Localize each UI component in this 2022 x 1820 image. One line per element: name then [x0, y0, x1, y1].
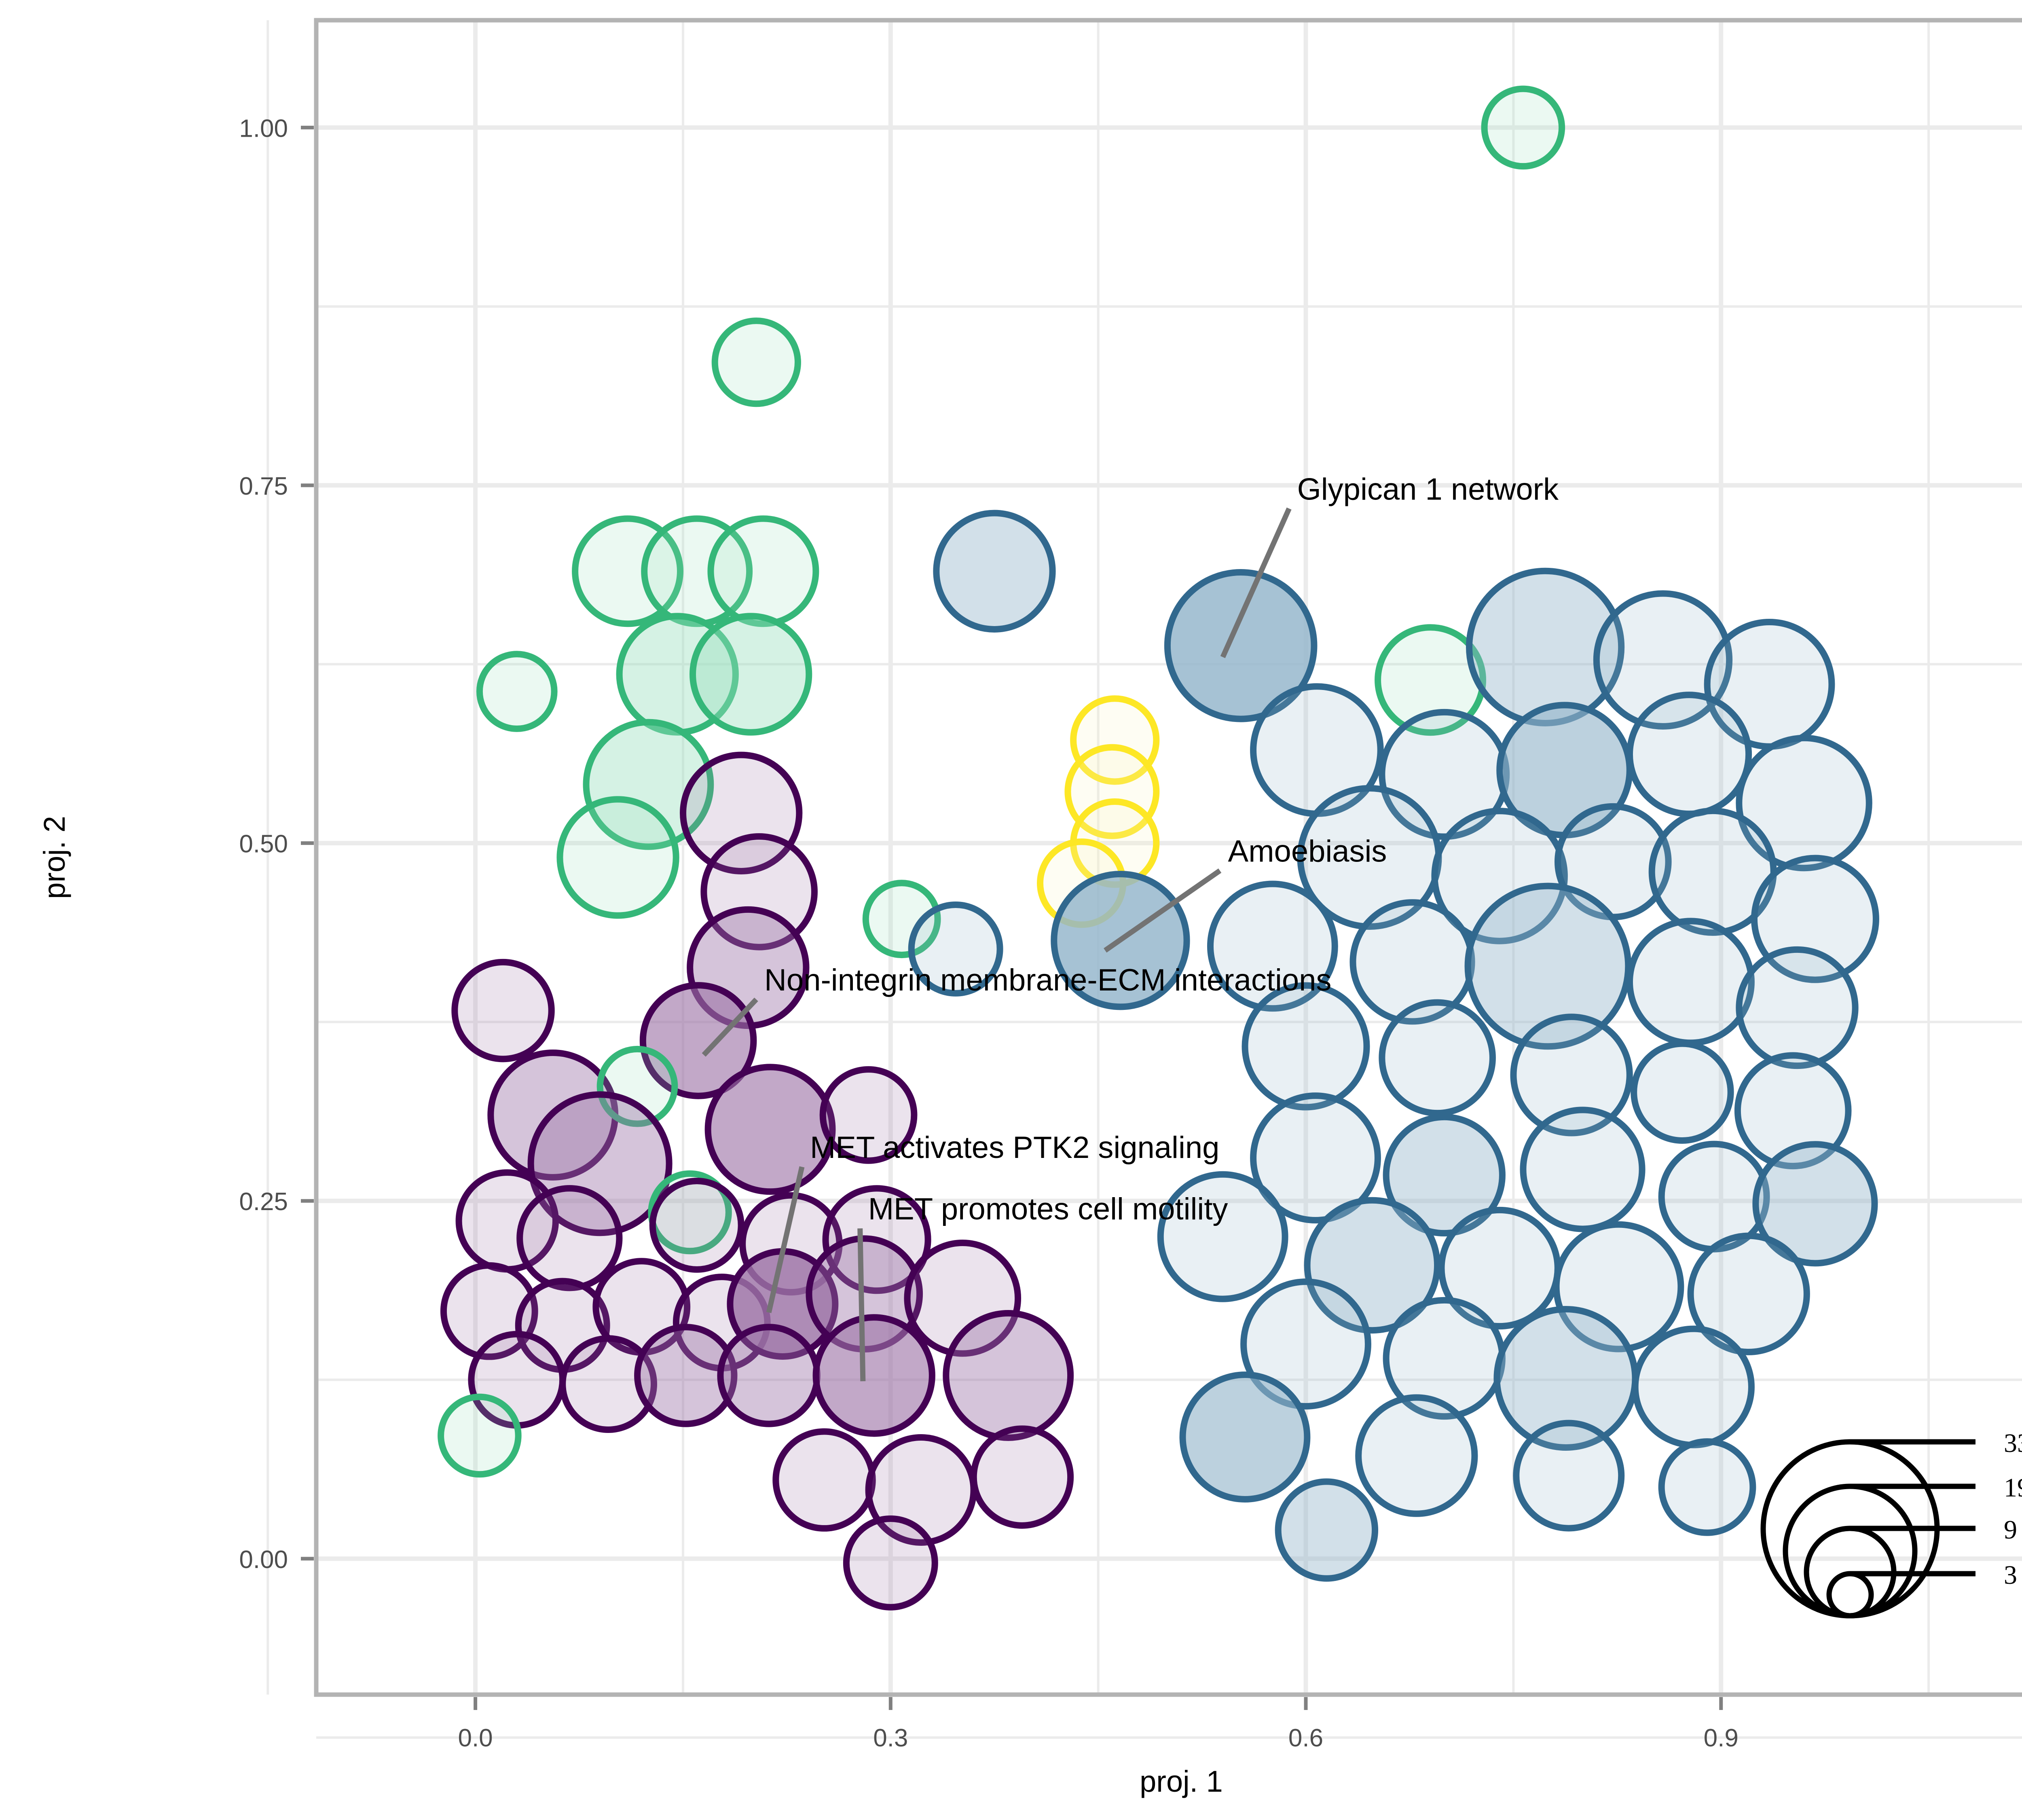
- data-point: [556, 796, 679, 919]
- x-tick-label: 0.0: [458, 1724, 493, 1752]
- data-point: [1481, 85, 1565, 170]
- data-point: [476, 651, 558, 732]
- point-annotations: Glypican 1 network Amoebiasis Non-integrin…: [702, 472, 1559, 1382]
- data-point: [1275, 1478, 1379, 1582]
- data-point: [819, 1066, 918, 1164]
- data-point: [1242, 982, 1370, 1111]
- size-legend-item: 3: [1826, 1560, 2017, 1619]
- data-point: [583, 719, 714, 850]
- data-point: [812, 1314, 935, 1437]
- x-axis-title: proj. 1: [1140, 1765, 1223, 1798]
- data-point: [1070, 695, 1160, 785]
- data-point: [1240, 1278, 1371, 1409]
- data-point: [1626, 918, 1755, 1046]
- data-point: [1734, 1052, 1852, 1170]
- data-point: [943, 1310, 1074, 1441]
- size-legend-label: 3: [2004, 1560, 2017, 1590]
- annotation-label: Glypican 1 network: [1297, 472, 1559, 506]
- x-axis-ticks: 0.0 0.3 0.6 0.9: [458, 1697, 1739, 1752]
- annotation: MET activates PTK2 signaling: [766, 1130, 1219, 1313]
- data-point: [717, 1324, 821, 1427]
- data-point: [1379, 999, 1496, 1117]
- annotation: Non-integrin membrane-ECM interactions: [702, 963, 1331, 1057]
- data-point: [908, 902, 1003, 997]
- size-legend-label: 33: [2004, 1428, 2022, 1458]
- data-point: [1658, 1438, 1756, 1536]
- x-tick-label: 0.9: [1704, 1724, 1739, 1752]
- data-point: [1355, 1394, 1478, 1517]
- data-point: [1626, 692, 1752, 817]
- data-point: [704, 1064, 836, 1195]
- data-point: [438, 1393, 522, 1478]
- y-tick-label: 0.00: [239, 1546, 288, 1574]
- annotation: Glypican 1 network: [1220, 472, 1559, 658]
- data-point: [1464, 882, 1632, 1050]
- data-point: [1250, 1092, 1381, 1223]
- y-tick-label: 0.75: [239, 472, 288, 500]
- size-legend-label: 19: [2004, 1473, 2022, 1503]
- panel-border: [314, 18, 2022, 1697]
- annotation-label: Amoebiasis: [1228, 834, 1387, 869]
- data-point: [700, 833, 818, 950]
- data-point: [451, 959, 555, 1062]
- annotation-label: MET promotes cell motility: [868, 1192, 1228, 1226]
- data-point: [1752, 1141, 1878, 1267]
- y-axis-title: proj. 2: [38, 816, 71, 899]
- size-legend-label: 9: [2004, 1515, 2017, 1545]
- y-tick-label: 1.00: [239, 114, 288, 142]
- data-point: [1736, 734, 1872, 872]
- data-point: [1179, 1371, 1311, 1503]
- data-point: [1383, 1113, 1506, 1237]
- data-point: [1553, 1221, 1684, 1352]
- data-point: [711, 317, 801, 407]
- data-point: [527, 1091, 673, 1236]
- size-legend: 33 19 9 3: [1760, 1428, 2022, 1619]
- data-point: [1375, 624, 1486, 736]
- data-point: [843, 1515, 938, 1610]
- data-point: [1164, 569, 1318, 722]
- data-point: [1207, 880, 1338, 1012]
- data-point: [1513, 1420, 1625, 1532]
- y-axis-ticks: 0.00 0.25 0.50 0.75 1.00: [239, 114, 314, 1574]
- annotation: MET promotes cell motility: [857, 1192, 1228, 1382]
- data-point: [1157, 1171, 1288, 1302]
- data-point: [689, 613, 812, 736]
- annotation: Amoebiasis: [1104, 834, 1387, 953]
- data-point: [1687, 1232, 1810, 1355]
- data-point: [970, 1425, 1074, 1529]
- data-point: [1520, 1107, 1646, 1232]
- data-points: [438, 85, 1879, 1610]
- data-point: [596, 1045, 678, 1127]
- x-tick-label: 0.6: [1288, 1724, 1323, 1752]
- data-point: [634, 1324, 738, 1427]
- data-point: [641, 515, 753, 627]
- data-point: [1736, 946, 1859, 1069]
- data-point: [559, 1335, 657, 1433]
- data-point: [1510, 1014, 1633, 1136]
- data-point: [772, 1428, 876, 1532]
- data-point: [933, 510, 1056, 633]
- data-point: [680, 751, 803, 874]
- y-tick-label: 0.50: [239, 830, 288, 858]
- x-tick-label: 0.3: [873, 1724, 908, 1752]
- data-point: [862, 880, 941, 959]
- data-point: [707, 515, 819, 627]
- data-point: [1304, 1197, 1441, 1334]
- data-point: [1431, 808, 1568, 944]
- data-point: [1631, 1040, 1734, 1144]
- data-point: [1349, 899, 1475, 1025]
- data-point: [649, 1177, 745, 1273]
- data-point: [516, 1185, 623, 1291]
- annotation-label: Non-integrin membrane-ECM interactions: [764, 963, 1331, 997]
- y-tick-label: 0.25: [239, 1188, 288, 1216]
- annotation-label: MET activates PTK2 signaling: [810, 1130, 1219, 1165]
- data-point: [1632, 1325, 1755, 1448]
- data-point: [904, 1240, 1022, 1357]
